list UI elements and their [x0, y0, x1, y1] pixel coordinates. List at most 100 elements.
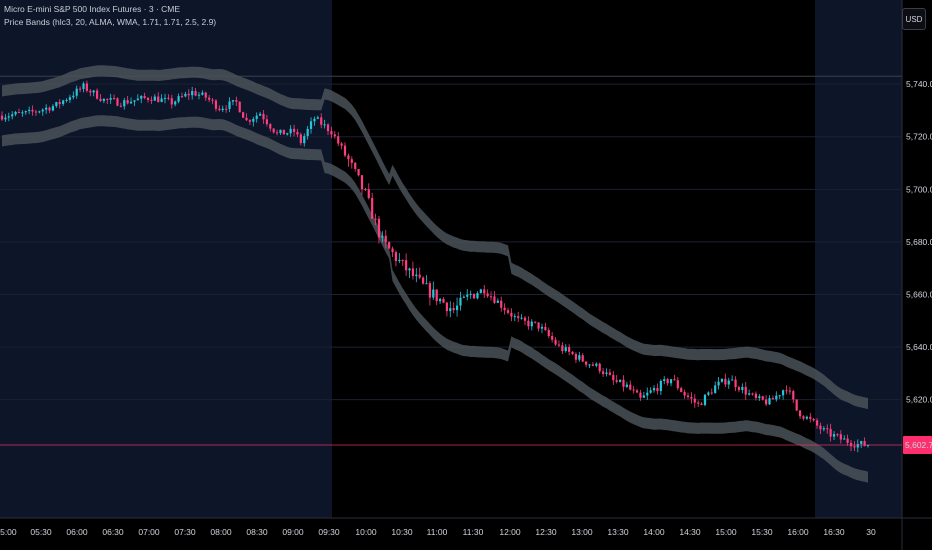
- candle-body: [102, 98, 105, 101]
- candle-body: [646, 392, 649, 396]
- candle-body: [231, 100, 235, 102]
- candle-body: [187, 93, 190, 96]
- candle-body: [724, 378, 727, 385]
- candle-body: [24, 111, 27, 113]
- candle-body: [561, 345, 564, 352]
- candle-body: [75, 88, 78, 96]
- candle-body: [116, 98, 119, 106]
- candle-body: [635, 390, 639, 393]
- candle-body: [659, 380, 662, 392]
- price-tick-label: 5,680.00: [906, 237, 932, 247]
- candle-body: [374, 218, 377, 220]
- candle-body: [557, 344, 561, 346]
- candle-body: [748, 393, 751, 395]
- candle-body: [554, 339, 557, 345]
- time-tick-label: 10:00: [355, 527, 377, 537]
- candle-body: [693, 398, 696, 403]
- extended-session-shade: [815, 0, 902, 518]
- candle-body: [204, 92, 207, 98]
- candle-body: [629, 384, 632, 390]
- candle-body: [163, 97, 167, 99]
- candle-body: [496, 300, 499, 303]
- candle-body: [218, 108, 221, 111]
- candle-body: [398, 259, 401, 262]
- candle-body: [568, 347, 571, 352]
- candle-body: [768, 398, 771, 405]
- time-tick-label: 14:30: [679, 527, 701, 537]
- time-tick-label: 12:30: [535, 527, 557, 537]
- candle-body: [228, 101, 231, 109]
- candle-body: [822, 428, 825, 430]
- time-tick-label: 05:30: [30, 527, 52, 537]
- candle-body: [320, 117, 323, 125]
- candle-body: [683, 392, 686, 396]
- candle-body: [279, 129, 282, 133]
- candle-body: [435, 289, 438, 302]
- candle-body: [11, 114, 14, 117]
- candle-body: [62, 100, 65, 105]
- time-tick-label: 30: [866, 527, 876, 537]
- candle-body: [513, 316, 516, 318]
- candle-body: [826, 428, 829, 430]
- candle-body: [330, 131, 333, 135]
- candle-body: [727, 380, 730, 385]
- candle-body: [652, 388, 656, 391]
- candle-body: [45, 107, 48, 110]
- candle-body: [167, 97, 170, 99]
- candle-body: [350, 159, 353, 163]
- candle-body: [462, 296, 465, 298]
- time-tick-label: 09:00: [282, 527, 304, 537]
- candle-body: [106, 98, 109, 100]
- candle-body: [846, 438, 849, 443]
- candle-body: [428, 283, 432, 298]
- candle-body: [849, 442, 853, 447]
- candle-body: [7, 116, 10, 118]
- candle-body: [112, 98, 116, 100]
- candle-body: [99, 98, 102, 101]
- candle-body: [337, 136, 340, 144]
- candle-body: [700, 403, 703, 406]
- candle-body: [703, 394, 707, 406]
- candle-body: [136, 98, 139, 101]
- candle-body: [208, 97, 211, 100]
- candle-body: [598, 363, 601, 372]
- symbol-title: Micro E-mini S&P 500 Index Futures · 3 ·…: [4, 4, 181, 14]
- time-tick-label: 16:00: [787, 527, 809, 537]
- currency-button[interactable]: USD: [902, 8, 926, 30]
- candle-body: [28, 109, 31, 112]
- candle-body: [680, 388, 683, 393]
- candle-body: [157, 96, 160, 102]
- candle-body: [408, 268, 411, 271]
- time-tick-label: 15:30: [751, 527, 773, 537]
- time-tick-label: 07:30: [174, 527, 196, 537]
- candle-body: [177, 96, 180, 102]
- candle-body: [51, 106, 55, 111]
- time-tick-label: 14:00: [643, 527, 665, 537]
- candle-body: [82, 83, 85, 89]
- candle-body: [585, 361, 588, 365]
- candle-body: [384, 235, 387, 243]
- candle-body: [520, 317, 523, 319]
- candle-body: [656, 388, 659, 392]
- candle-body: [225, 108, 228, 110]
- candle-body: [863, 441, 866, 446]
- indicator-legend[interactable]: Price Bands (hlc3, 20, ALMA, WMA, 1.71, …: [4, 17, 217, 27]
- candle-body: [544, 326, 547, 330]
- time-tick-label: 08:30: [246, 527, 268, 537]
- candle-body: [58, 102, 61, 105]
- time-axis: 05:00 05:30 06:00 06:30 07:00 07:30 08:00 08:30…: [0, 527, 876, 537]
- candle-body: [500, 300, 503, 308]
- candle-body: [0, 115, 4, 120]
- candle-body: [466, 294, 469, 297]
- candle-body: [581, 355, 584, 362]
- candle-body: [296, 131, 299, 135]
- candle-body: [639, 392, 642, 398]
- candle-body: [540, 326, 544, 329]
- candle-body: [815, 420, 819, 426]
- candle-body: [214, 100, 218, 109]
- candle-body: [574, 354, 578, 360]
- candle-body: [805, 416, 808, 419]
- last-price-marker: 5,602.75: [0, 436, 932, 455]
